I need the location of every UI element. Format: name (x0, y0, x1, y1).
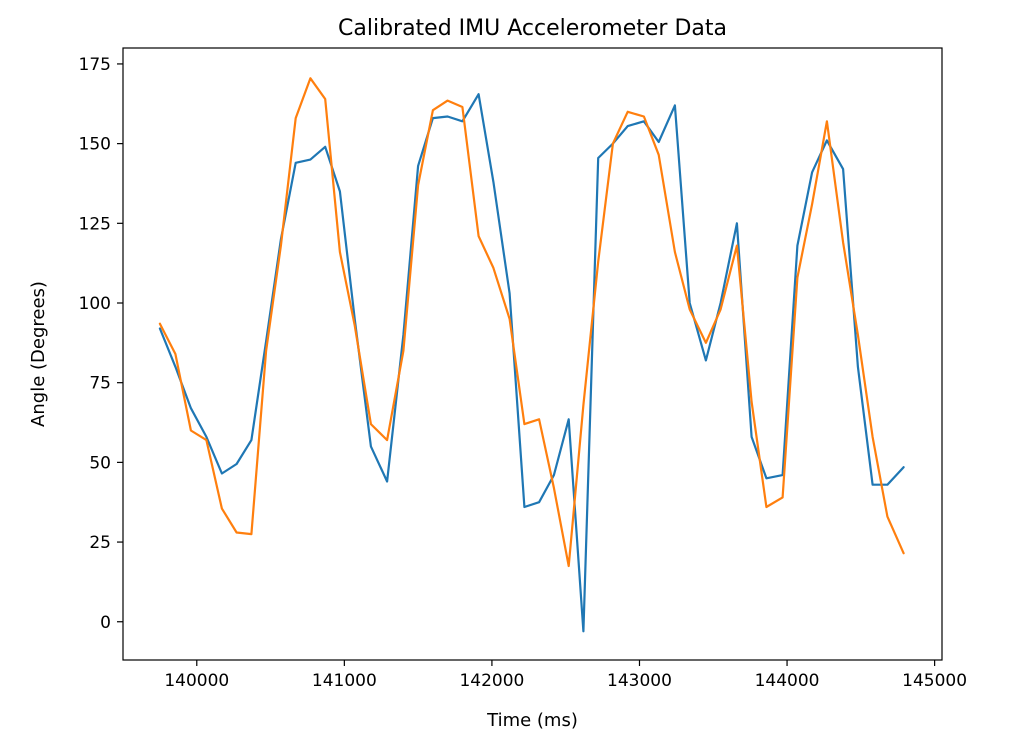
y-tick-label-1: 25 (89, 533, 111, 553)
y-tick-label-6: 150 (79, 135, 111, 155)
tick-layer: 140000 141000 142000 143000 144000 145000 0 25 5… (79, 55, 968, 691)
series-layer (158, 77, 905, 633)
y-tick-label-0: 0 (100, 613, 111, 633)
y-tick-label-2: 50 (89, 453, 111, 473)
series-line-1 (158, 77, 905, 568)
x-tick-label-0: 140000 (164, 671, 229, 691)
y-tick-label-3: 75 (89, 374, 111, 394)
plot-frame (122, 47, 943, 661)
y-tick-label-4: 100 (79, 294, 111, 314)
x-tick-label-4: 144000 (755, 671, 820, 691)
y-tick-label-5: 125 (79, 214, 111, 234)
x-tick-label-2: 142000 (459, 671, 524, 691)
x-tick-label-3: 143000 (607, 671, 672, 691)
x-tick-label-5: 145000 (902, 671, 967, 691)
x-tick-label-1: 141000 (312, 671, 377, 691)
y-axis-label: Angle (Degrees) (28, 281, 49, 427)
chart-title: Calibrated IMU Accelerometer Data (338, 16, 727, 41)
x-axis-label: Time (ms) (486, 710, 578, 731)
y-tick-label-7: 175 (79, 55, 111, 75)
